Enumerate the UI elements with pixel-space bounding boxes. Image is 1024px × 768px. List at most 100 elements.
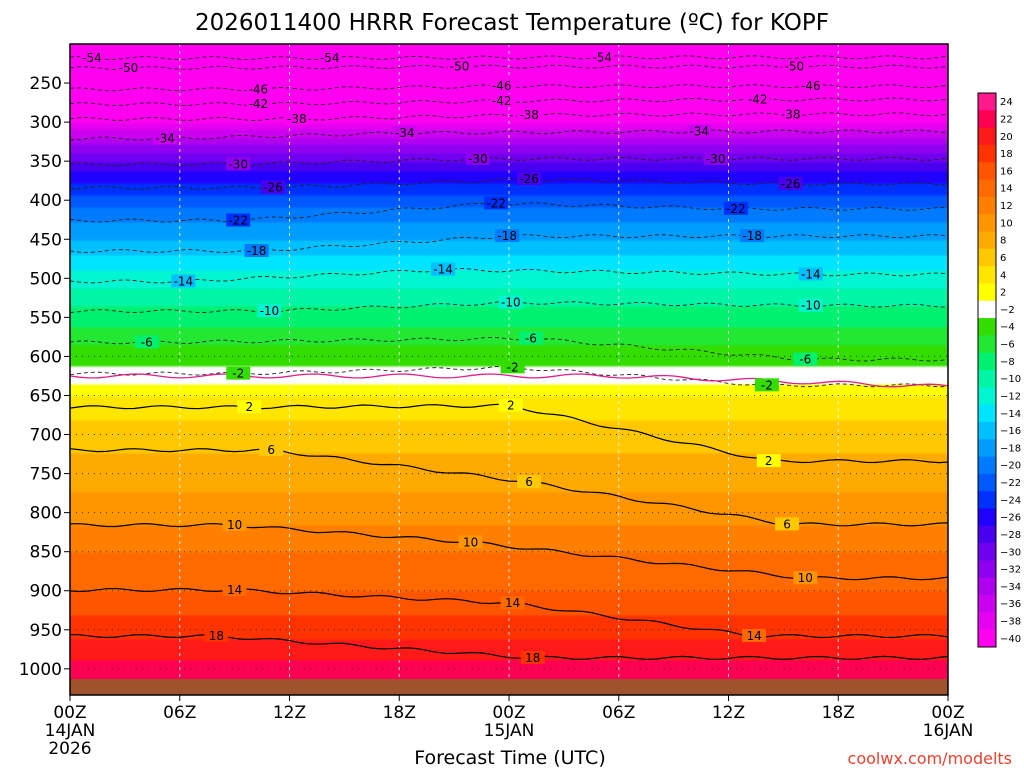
colorbar-swatch	[978, 508, 996, 527]
y-tick-label: 550	[30, 308, 62, 328]
isotherm-line	[69, 97, 949, 107]
colorbar-legend: 24 22 20 18 16 14 12 10 8 6 4 2 −2 −4 −6 −8 −10 −12 −14 −16…	[977, 92, 1021, 648]
contour-label-bg	[793, 571, 818, 585]
contour-label: 6	[783, 517, 791, 531]
colorbar-swatch	[978, 214, 996, 232]
contour-label-bg	[489, 79, 514, 93]
colorbar-label: −32	[1000, 565, 1021, 576]
colorbar-swatch	[978, 491, 996, 509]
y-tick-label: 800	[30, 504, 62, 524]
freezing-line	[69, 373, 949, 388]
contour-label: -2	[232, 367, 244, 381]
contour-label-bg	[500, 360, 525, 374]
colorbar-swatch	[978, 456, 996, 475]
colorbar-label: 4	[1000, 270, 1006, 281]
contour-label-bg	[226, 366, 251, 380]
contour-label-bg	[756, 454, 781, 468]
contour-label: -42	[249, 97, 269, 111]
colorbar-label: 8	[1000, 236, 1006, 247]
contour-label: -54	[320, 51, 340, 65]
contour-label-bg	[484, 196, 509, 210]
contour-label: -38	[781, 107, 801, 121]
contour-label: -2	[507, 360, 519, 374]
y-tick-label: 700	[30, 426, 62, 446]
contour-label-bg	[244, 243, 269, 257]
contour-label: -34	[689, 124, 709, 138]
contour-label-bg	[259, 443, 284, 457]
colorbar-label: −40	[1000, 634, 1021, 645]
contour-label-bg	[518, 331, 543, 345]
colorbar-swatch	[978, 93, 996, 111]
colorbar-label: −18	[1000, 443, 1021, 454]
contour-label: -30	[706, 152, 726, 166]
contour-label-bg	[498, 295, 523, 309]
contour-label-bg	[153, 131, 178, 145]
contour-label-bg	[740, 229, 765, 243]
contour-label: -14	[174, 274, 194, 288]
contour-label-bg	[590, 50, 615, 64]
contour-label-bg	[798, 267, 823, 281]
contour-label: -10	[260, 304, 280, 318]
contour-label: -26	[263, 181, 283, 195]
contour-label: 18	[209, 629, 224, 643]
contour-label: -42	[492, 94, 512, 108]
x-tick-label: 06Z	[602, 703, 635, 723]
y-axis: 250 300 350 400 450 500 550 600 650 700 750 800 850 9…	[19, 74, 70, 680]
colorbar-label: 2	[1000, 288, 1006, 299]
contour-label-bg	[246, 97, 271, 111]
colorbar-label: −24	[1000, 495, 1021, 506]
contour-label-bg	[222, 582, 247, 596]
y-tick-label: 850	[30, 543, 62, 563]
x-axis-title: Forecast Time (UTC)	[414, 747, 605, 768]
x-tick-year: 2026	[48, 739, 91, 759]
colorbar-swatch	[978, 266, 996, 284]
contour-label-bg	[134, 335, 159, 349]
contour-label: -46	[249, 82, 269, 96]
contour-label: -30	[468, 152, 488, 166]
y-tick-label: 350	[30, 152, 62, 172]
contour-label: 10	[798, 571, 813, 585]
colorbar-swatch	[978, 248, 996, 267]
colorbar-swatch	[978, 352, 996, 371]
contour-labels: -54 -54 -54-50 -50 -50-46 -46 -46-42 -42 -42-38-…	[79, 50, 823, 665]
contour-label: -18	[497, 229, 517, 243]
x-tick-label: 00Z	[53, 703, 86, 723]
contour-label: -14	[801, 267, 821, 281]
colorbar-label: −36	[1000, 599, 1021, 610]
contour-label-bg	[317, 51, 342, 65]
y-tick-label: 600	[30, 347, 62, 367]
colorbar-label: 12	[1000, 201, 1013, 212]
colorbar-swatch	[978, 629, 996, 648]
contour-label-bg	[754, 378, 779, 392]
contour-label-bg	[500, 596, 525, 610]
contour-label: 6	[267, 443, 275, 457]
contour-label: 2	[765, 454, 773, 468]
contour-label: -18	[247, 244, 267, 258]
colorbar-label: −16	[1000, 426, 1021, 437]
x-tick-date: 16JAN	[923, 721, 974, 741]
contour-label: -6	[525, 331, 537, 345]
isotherm-line	[69, 129, 949, 141]
colorbar-label: −34	[1000, 582, 1021, 593]
x-tick-label: 18Z	[822, 703, 855, 723]
colorbar-label: −22	[1000, 478, 1021, 489]
y-tick-label: 400	[30, 191, 62, 211]
colorbar-swatch	[978, 196, 996, 215]
credit-link[interactable]: coolwx.com/modelts	[848, 749, 1012, 768]
colorbar-label: −10	[1000, 374, 1021, 385]
colorbar-swatch	[978, 318, 996, 336]
y-tick-label: 500	[30, 269, 62, 289]
colorbar-swatch	[978, 283, 996, 302]
contour-label-bg	[517, 475, 542, 489]
contour-label-bg	[447, 59, 472, 73]
contour-label-bg	[798, 298, 823, 312]
contour-label: -42	[748, 92, 768, 106]
contour-label-bg	[226, 157, 251, 171]
contour-label: -2	[761, 378, 773, 392]
colorbar-label: −4	[1000, 322, 1015, 333]
contour-label: 10	[227, 518, 242, 532]
colorbar-label: 6	[1000, 253, 1006, 264]
contour-label-bg	[517, 108, 542, 122]
contour-label-bg	[793, 352, 818, 366]
contour-label: -38	[287, 112, 307, 126]
